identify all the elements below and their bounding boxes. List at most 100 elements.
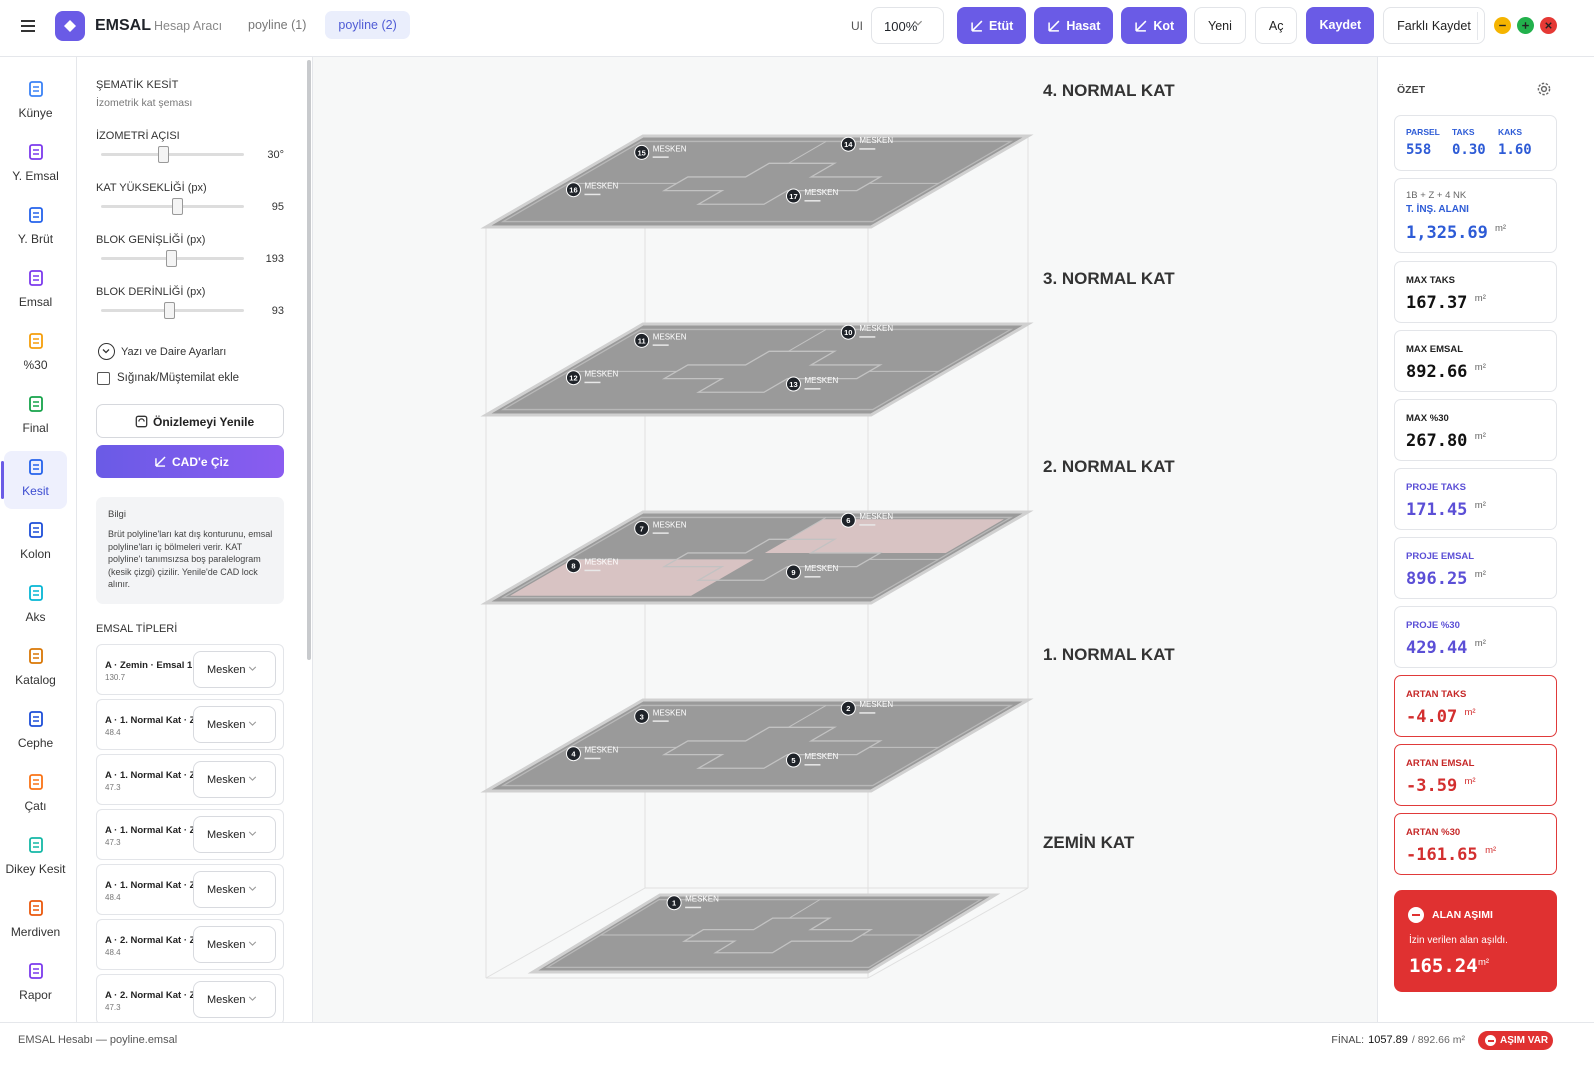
slider-thumb[interactable] <box>158 146 169 163</box>
final-value: 1057.89 <box>1368 1034 1408 1046</box>
floor-slab <box>480 322 1034 417</box>
formula: 1B + Z + 4 NK <box>1406 190 1467 201</box>
parsel-value mono: 1.60 <box>1498 142 1532 158</box>
nav-item[interactable]: Dikey Kesit <box>4 829 67 887</box>
nav-label: Final <box>22 421 49 435</box>
nav-item[interactable]: Final <box>4 388 67 446</box>
summary-card: 1B + Z + 4 NK T. İNŞ. ALANI 1,325.69 m² <box>1394 178 1557 253</box>
nav-label: %30 <box>23 358 48 372</box>
nav-item[interactable]: Y. Emsal <box>4 136 67 194</box>
unit-detail <box>804 764 821 766</box>
icon <box>135 415 148 428</box>
type-select[interactable]: Mesken <box>193 761 276 798</box>
types-title: EMSAL TİPLERİ <box>96 623 178 635</box>
nav-item[interactable]: Cephe <box>4 703 67 761</box>
parsel-value mono: 558 <box>1406 142 1432 158</box>
unit-number: 13 <box>789 380 797 389</box>
nav-item[interactable]: Aks <box>4 577 67 635</box>
type-select[interactable]: Mesken <box>193 651 276 688</box>
floor-label: ZEMİN KAT <box>1043 833 1135 852</box>
slider-label: BLOK DERİNLİĞİ (px) <box>96 286 206 298</box>
icon <box>1048 20 1060 32</box>
tab[interactable]: poyline (1) <box>248 18 307 32</box>
summary-card: PARSEL 558 TAKS 0.30 KAKS 1.60 <box>1394 115 1557 171</box>
window-button[interactable] <box>1540 17 1557 34</box>
slider-thumb[interactable] <box>164 302 175 319</box>
checkbox[interactable] <box>97 372 110 385</box>
unit-badge <box>565 182 581 198</box>
icon <box>248 831 257 836</box>
slider-value: 95 <box>271 201 284 213</box>
type-select-label: Mesken <box>207 829 246 841</box>
tool-button[interactable]: Hasat <box>1034 7 1114 44</box>
type-select[interactable]: Mesken <box>193 816 276 853</box>
alert-icon <box>1408 907 1424 923</box>
unit-number: 10 <box>844 328 852 337</box>
nav-item[interactable]: %30 <box>4 325 67 383</box>
slider-value: 193 <box>265 253 284 265</box>
tool-button[interactable]: Kot <box>1121 7 1188 44</box>
unit: m² <box>1474 500 1486 511</box>
icon <box>29 585 43 601</box>
checkbox-label[interactable]: Sığınak/Müştemilat ekle <box>117 372 240 384</box>
wall <box>788 329 827 352</box>
tab[interactable]: poyline (2) <box>325 11 410 39</box>
icon <box>29 963 43 979</box>
slider-thumb[interactable] <box>166 250 177 267</box>
type-name: A · 1. Normal Kat · Zo <box>105 880 202 891</box>
unit-detail <box>584 381 601 384</box>
cad-button[interactable]: CAD'e Çiz <box>96 445 284 478</box>
alert-text: İzin verilen alan aşıldı. <box>1409 935 1508 946</box>
unit-detail <box>652 532 669 534</box>
unit: m² <box>1474 638 1486 649</box>
file-button[interactable]: Farklı Kaydet <box>1383 7 1485 44</box>
icon <box>29 837 43 853</box>
icon <box>1522 22 1529 29</box>
slider-thumb[interactable] <box>172 198 183 215</box>
parsel-label: TAKS <box>1452 127 1475 137</box>
nav-item[interactable]: Emsal <box>4 262 67 320</box>
type-area: 130.7 <box>105 673 126 682</box>
total-label: T. İNŞ. ALANI <box>1406 204 1469 215</box>
icon <box>29 270 43 286</box>
type-select[interactable]: Mesken <box>193 926 276 963</box>
scrollbar[interactable] <box>307 60 311 660</box>
type-select[interactable]: Mesken <box>193 871 276 908</box>
icon <box>29 459 43 475</box>
floor-label: 3. NORMAL KAT <box>1043 269 1175 288</box>
floor-inner-border <box>500 328 1014 411</box>
nav-item[interactable]: Kesit <box>4 451 67 509</box>
tool-button-label: Hasat <box>1066 18 1101 33</box>
window-button[interactable] <box>1517 17 1534 34</box>
type-select[interactable]: Mesken <box>193 706 276 743</box>
type-name: A · 1. Normal Kat · Zo <box>105 715 202 726</box>
nav-item[interactable]: Y. Brüt <box>4 199 67 257</box>
refresh-label: Önizlemeyi Yenile <box>153 415 255 429</box>
unit-number: 6 <box>846 516 850 525</box>
tool-button[interactable]: Etüt <box>957 7 1027 44</box>
floor-label: 1. NORMAL KAT <box>1043 645 1175 664</box>
card-label: MAX TAKS <box>1406 275 1455 286</box>
type-select[interactable]: Mesken <box>193 981 276 1018</box>
icon <box>248 666 257 671</box>
toggle-icon[interactable] <box>98 343 115 360</box>
nav-item[interactable]: Merdiven <box>4 892 67 950</box>
icon <box>29 900 43 916</box>
type-row: A · 2. Normal Kat · Zo 47.3 Mesken <box>96 974 284 1022</box>
window-button[interactable] <box>1494 17 1511 34</box>
nav-item[interactable]: Katalog <box>4 640 67 698</box>
file-button[interactable]: Aç <box>1254 7 1298 44</box>
zoom-select[interactable]: 100% <box>871 7 944 44</box>
file-button[interactable]: Kaydet <box>1306 7 1375 44</box>
refresh-button[interactable]: Önizlemeyi Yenile <box>96 404 284 438</box>
unit-name: MESKEN <box>859 700 893 709</box>
unit-number: 7 <box>640 524 644 533</box>
nav-item[interactable]: Rapor <box>4 955 67 1013</box>
file-button[interactable]: Yeni <box>1194 7 1246 44</box>
toggle-label[interactable]: Yazı ve Daire Ayarları <box>121 346 227 358</box>
nav-item[interactable]: Künye <box>4 73 67 131</box>
icon <box>29 396 43 412</box>
nav-item[interactable]: Kolon <box>4 514 67 572</box>
nav-item[interactable]: Çatı <box>4 766 67 824</box>
type-row: A · 1. Normal Kat · Zo 48.4 Mesken <box>96 864 284 915</box>
